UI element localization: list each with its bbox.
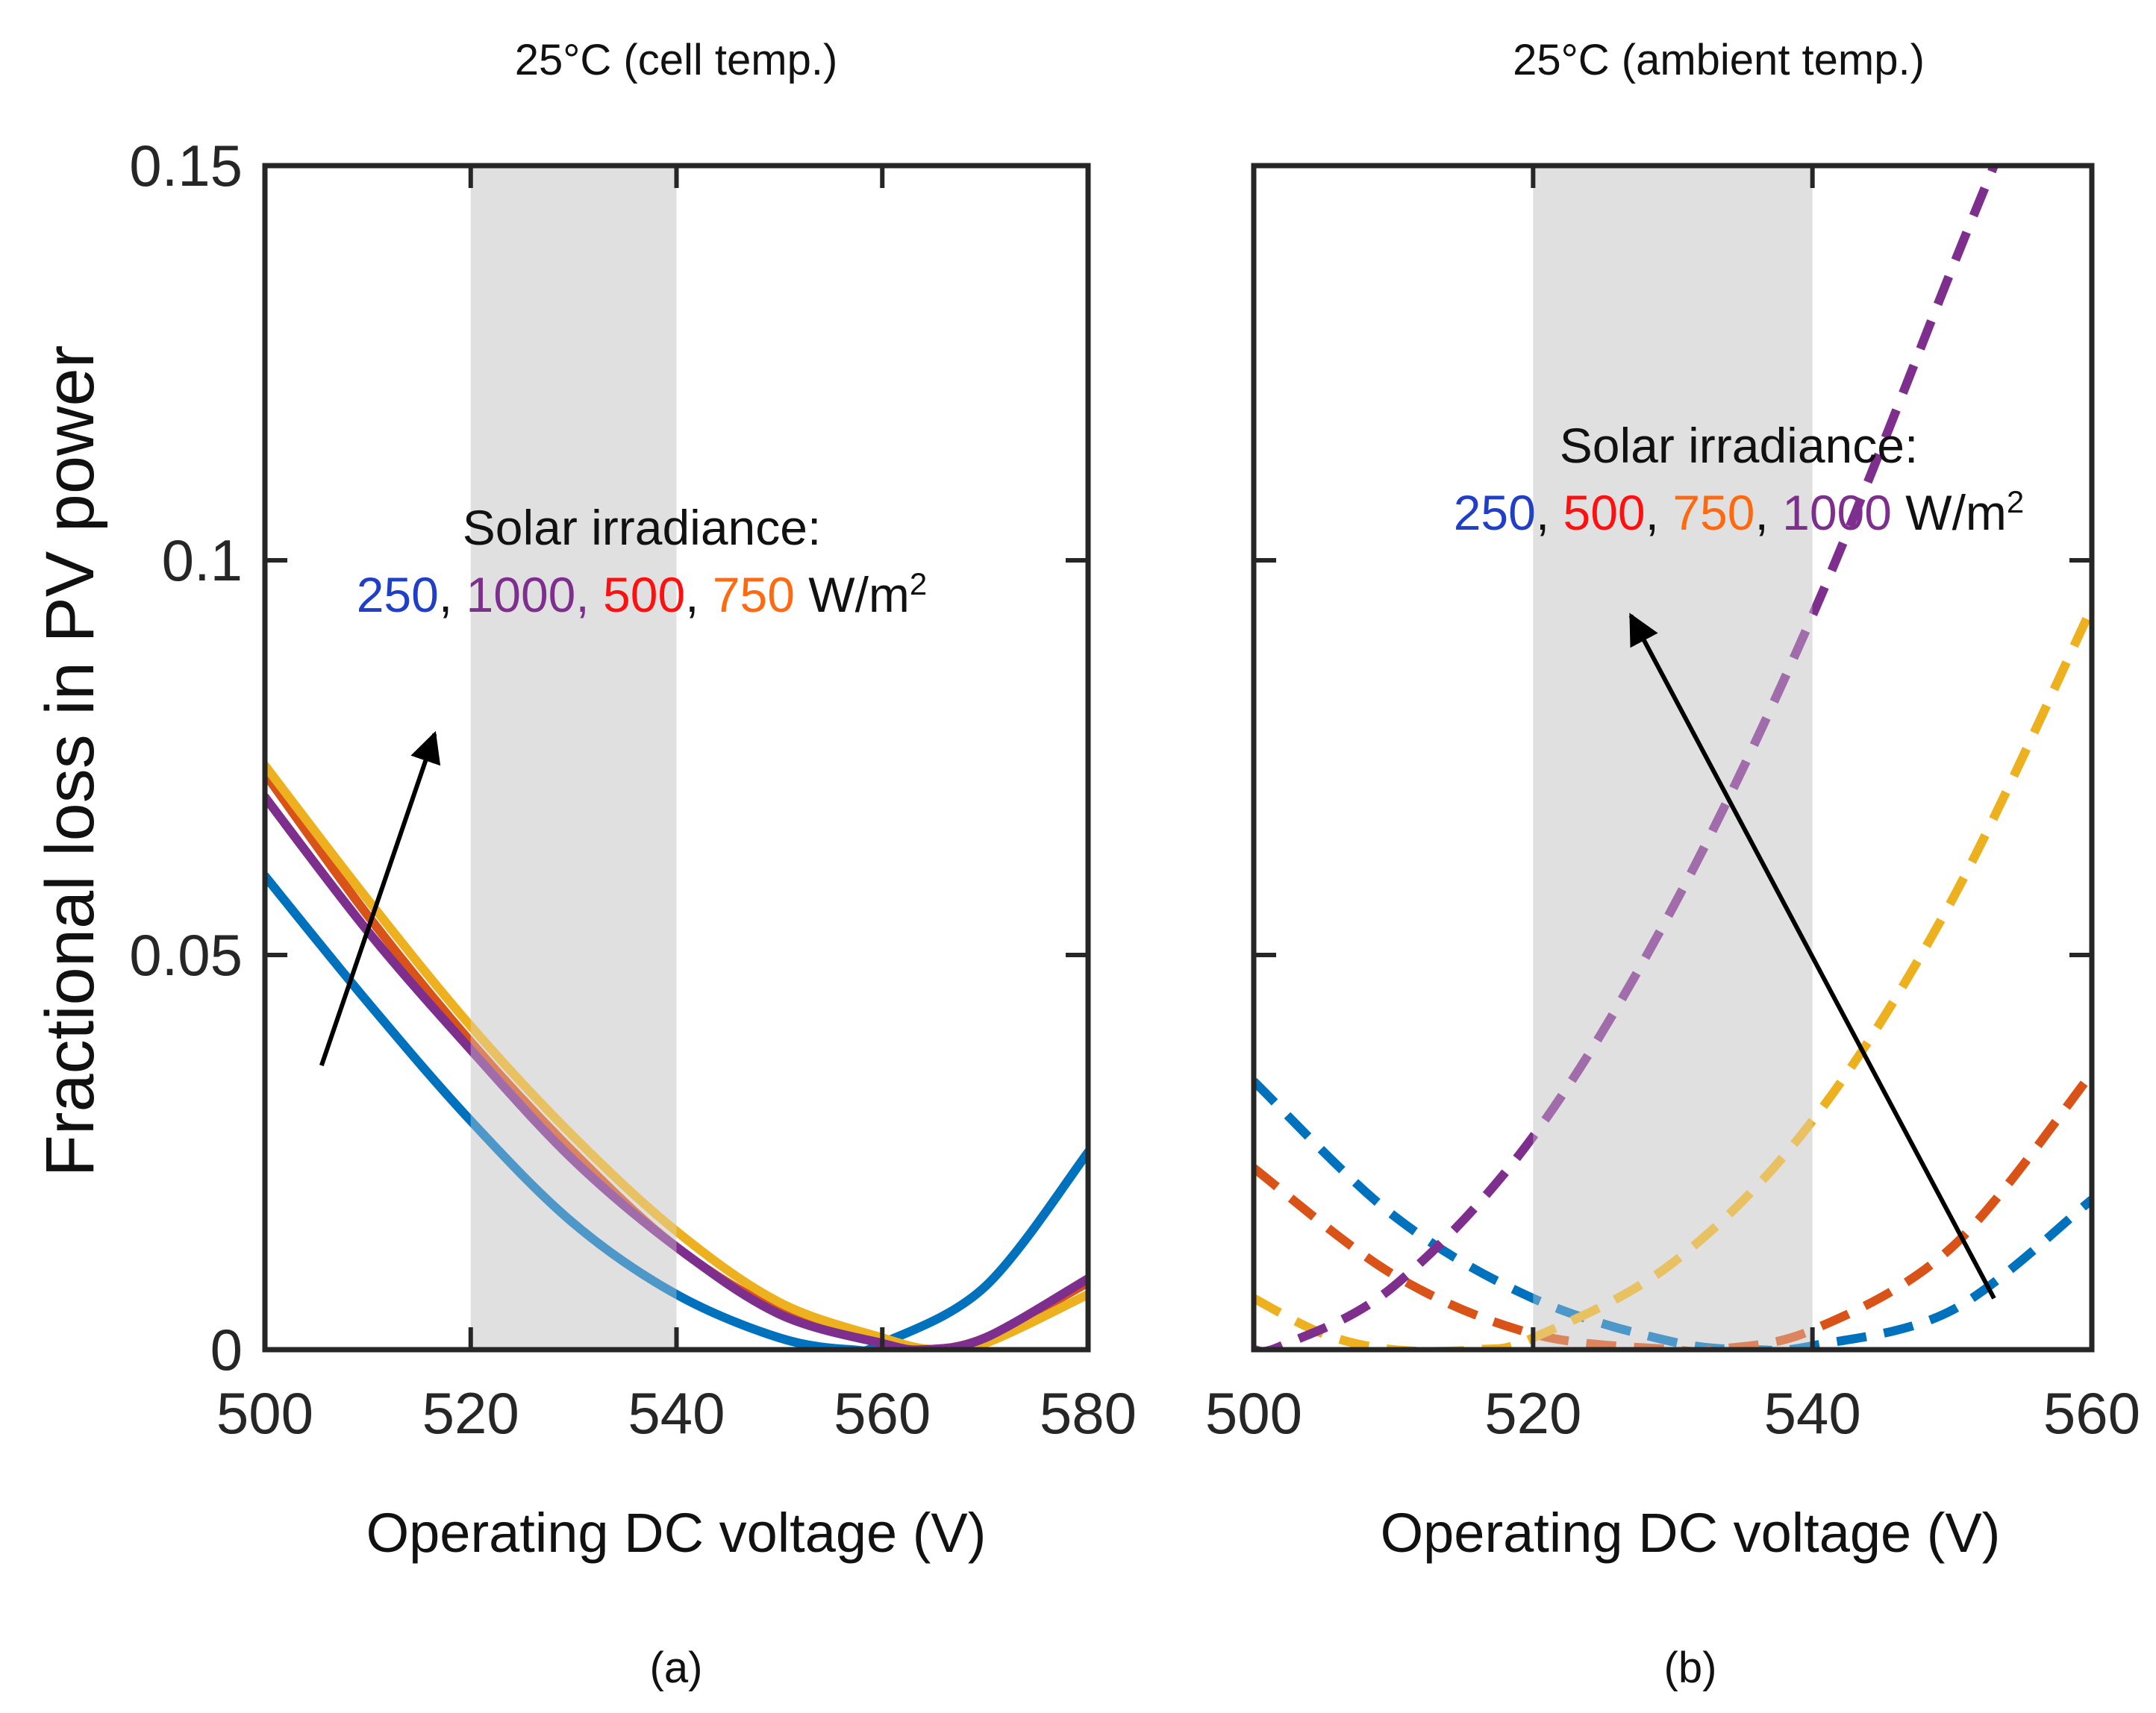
chart-a-title: 25°C (cell temp.) [515, 36, 838, 84]
chart-b-shade-overlay [1533, 166, 1813, 1350]
chart-b-caption: (b) [1664, 1644, 1717, 1692]
chart-b-annotation-values: 250, 500, 750, 1000 W/m2 [1454, 484, 2025, 541]
chart-b-annotation-value-4: 750 [1672, 485, 1755, 540]
chart-b-x-tick-label: 560 [2043, 1380, 2140, 1446]
chart-a-series-line-2 [265, 761, 1088, 1350]
chart-a-annotation-value-6: W/m [795, 567, 910, 622]
chart-b-annotation-value-1: , [1536, 485, 1563, 540]
chart-a-annotation-value-0: 250 [357, 567, 439, 622]
chart-b-annotation-superscript: 2 [2007, 484, 2024, 519]
chart-a-shade-overlay [470, 166, 677, 1350]
chart-a-annotation-value-2: 1000, [466, 567, 604, 622]
chart-a-x-tick-label: 540 [628, 1380, 725, 1446]
chart-b-annotation-value-5: , [1755, 485, 1782, 540]
chart-a-y-tick-label: 0 [210, 1317, 243, 1382]
chart-b-annotation-value-7: W/m [1892, 485, 2007, 540]
chart-b-annotation-value-6: 1000 [1782, 485, 1892, 540]
chart-a-x-tick-label: 580 [1040, 1380, 1137, 1446]
chart-b-annotation-value-0: 250 [1454, 485, 1536, 540]
chart-b-series-line-3 [1254, 166, 1999, 1350]
chart-a-annotation-value-4: , [685, 567, 713, 622]
chart-a-annotation-values: 250, 1000, 500, 750 W/m2 [357, 566, 928, 623]
chart-a-annotation-superscript: 2 [910, 566, 927, 601]
chart-b-x-axis-label: Operating DC voltage (V) [1381, 1502, 2001, 1564]
chart-a-arrow [319, 730, 441, 1067]
chart-b-title: 25°C (ambient temp.) [1513, 36, 1925, 84]
chart-b-series-line-1 [1254, 1070, 2092, 1350]
chart-b-annotation-value-3: , [1646, 485, 1673, 540]
y-axis-label: Fractional loss in PV power [32, 345, 108, 1177]
chart-b-series-line-0 [1254, 1077, 2092, 1350]
chart-a-x-tick-label: 560 [834, 1380, 931, 1446]
chart-a-annotation-value-1: , [439, 567, 466, 622]
chart-b-axes-box [1251, 163, 2095, 1353]
chart-a-y-tick-label: 0.05 [129, 922, 243, 988]
chart-b-arrow [1628, 613, 1996, 1300]
chart-panel-b: 25°C (ambient temp.) 500 520 540 560 Operat… [1205, 36, 2140, 1692]
chart-b-x-tick-label: 500 [1205, 1380, 1302, 1446]
chart-b-shaded-region [1533, 166, 1813, 1350]
chart-b-series-group [1254, 166, 2092, 1350]
chart-a-x-tick-label: 500 [216, 1380, 313, 1446]
chart-b-x-tick-label: 540 [1764, 1380, 1861, 1446]
chart-b-series-line-2 [1254, 605, 2092, 1350]
chart-a-annotation-heading: Solar irradiance: [463, 500, 822, 555]
chart-panel-a: 25°C (cell temp.) 500 520 540 560 580 0 0.05 0.… [129, 36, 1137, 1692]
chart-a-series-group [265, 166, 1088, 1350]
chart-a-x-tick-label: 520 [422, 1380, 519, 1446]
chart-a-series-line-0 [265, 871, 1088, 1350]
chart-a-x-axis-label: Operating DC voltage (V) [366, 1502, 987, 1564]
chart-a-y-tick-label: 0.1 [162, 527, 243, 593]
chart-a-ticks: 500 520 540 560 580 0 0.05 0.1 0.15 [129, 133, 1137, 1446]
chart-a-annotation-value-3: 500 [603, 567, 685, 622]
chart-b-ticks: 500 520 540 560 [1205, 163, 2140, 1446]
chart-b-annotation-heading: Solar irradiance: [1560, 418, 1919, 473]
chart-b-annotation-value-2: 500 [1563, 485, 1646, 540]
chart-b-x-tick-label: 520 [1484, 1380, 1581, 1446]
chart-a-annotation-value-5: 750 [713, 567, 795, 622]
chart-a-y-tick-label: 0.15 [129, 133, 243, 198]
chart-a-caption: (a) [650, 1644, 703, 1692]
